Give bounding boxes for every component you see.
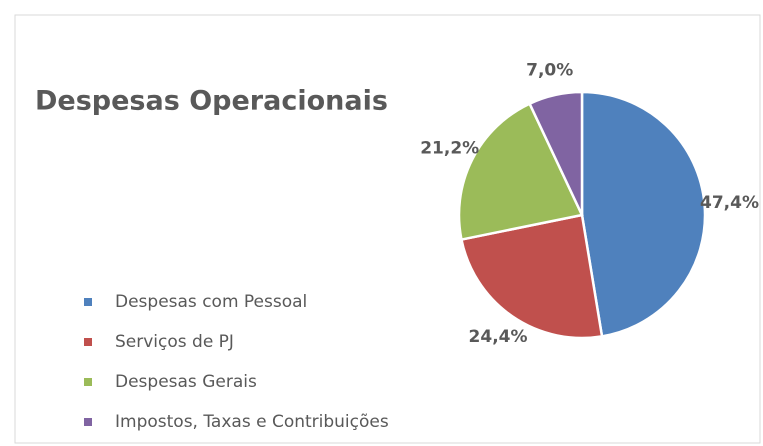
chart-title: Despesas Operacionais bbox=[35, 86, 388, 117]
legend-label: Serviços de PJ bbox=[115, 332, 234, 352]
data-label: 47,4% bbox=[700, 193, 759, 213]
legend-label: Impostos, Taxas e Contribuições bbox=[115, 412, 389, 432]
legend-marker bbox=[84, 298, 92, 306]
legend-label: Despesas Gerais bbox=[115, 372, 257, 392]
legend-marker bbox=[84, 418, 92, 426]
legend-label: Despesas com Pessoal bbox=[115, 292, 307, 312]
data-label: 7,0% bbox=[526, 61, 573, 81]
data-label: 24,4% bbox=[469, 327, 528, 347]
data-label: 21,2% bbox=[420, 139, 479, 159]
pie-slice bbox=[460, 213, 604, 340]
pie-slice bbox=[527, 90, 584, 216]
pie-slice bbox=[580, 90, 707, 338]
pie-slice bbox=[457, 102, 584, 242]
legend-marker bbox=[84, 378, 92, 386]
legend-marker bbox=[84, 338, 92, 346]
